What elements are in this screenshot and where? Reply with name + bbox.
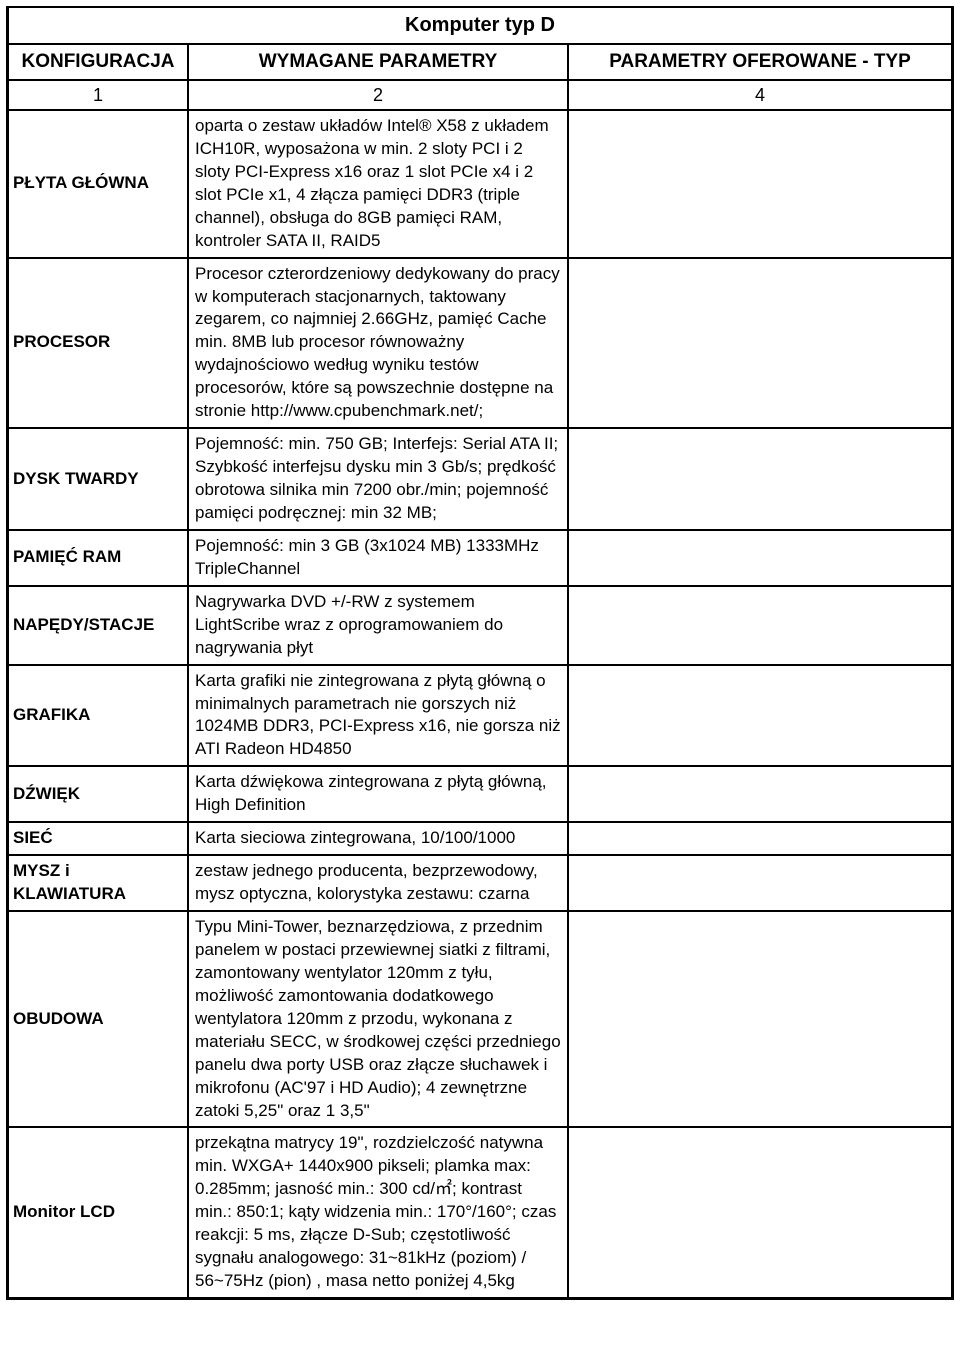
table-row: SIEĆKarta sieciowa zintegrowana, 10/100/…: [8, 822, 952, 855]
row-offered: [568, 586, 952, 665]
row-offered: [568, 822, 952, 855]
row-spec: Pojemność: min. 750 GB; Interfejs: Seria…: [188, 428, 568, 530]
row-spec: oparta o zestaw układów Intel® X58 z ukł…: [188, 110, 568, 258]
table-header-row: KONFIGURACJA WYMAGANE PARAMETRY PARAMETR…: [8, 44, 952, 80]
row-label: DŹWIĘK: [8, 766, 188, 822]
row-spec: Karta sieciowa zintegrowana, 10/100/1000: [188, 822, 568, 855]
table-row: Monitor LCDprzekątna matrycy 19", rozdzi…: [8, 1127, 952, 1298]
row-spec: zestaw jednego producenta, bezprzewodowy…: [188, 855, 568, 911]
table-row: PAMIĘĆ RAMPojemność: min 3 GB (3x1024 MB…: [8, 530, 952, 586]
row-offered: [568, 428, 952, 530]
row-label: PŁYTA GŁÓWNA: [8, 110, 188, 258]
row-label: DYSK TWARDY: [8, 428, 188, 530]
row-offered: [568, 911, 952, 1127]
row-label: GRAFIKA: [8, 665, 188, 767]
row-offered: [568, 766, 952, 822]
col-num-3: 4: [568, 80, 952, 110]
table-title: Komputer typ D: [8, 8, 952, 44]
table-title-row: Komputer typ D: [8, 8, 952, 44]
row-label: SIEĆ: [8, 822, 188, 855]
row-label: Monitor LCD: [8, 1127, 188, 1298]
row-offered: [568, 1127, 952, 1298]
row-spec: Typu Mini-Tower, beznarzędziowa, z przed…: [188, 911, 568, 1127]
row-label: MYSZ i KLAWIATURA: [8, 855, 188, 911]
row-spec: Nagrywarka DVD +/-RW z systemem LightScr…: [188, 586, 568, 665]
row-offered: [568, 665, 952, 767]
table-row: MYSZ i KLAWIATURAzestaw jednego producen…: [8, 855, 952, 911]
row-spec: Procesor czterordzeniowy dedykowany do p…: [188, 258, 568, 429]
row-offered: [568, 855, 952, 911]
row-label: NAPĘDY/STACJE: [8, 586, 188, 665]
table-row: DYSK TWARDYPojemność: min. 750 GB; Inter…: [8, 428, 952, 530]
table-row: PŁYTA GŁÓWNAoparta o zestaw układów Inte…: [8, 110, 952, 258]
row-offered: [568, 258, 952, 429]
col-num-2: 2: [188, 80, 568, 110]
row-spec: przekątna matrycy 19", rozdzielczość nat…: [188, 1127, 568, 1298]
header-oferowane: PARAMETRY OFEROWANE - TYP: [568, 44, 952, 80]
table-row: NAPĘDY/STACJENagrywarka DVD +/-RW z syst…: [8, 586, 952, 665]
row-offered: [568, 530, 952, 586]
row-label: PAMIĘĆ RAM: [8, 530, 188, 586]
row-spec: Karta dźwiękowa zintegrowana z płytą głó…: [188, 766, 568, 822]
row-spec: Karta grafiki nie zintegrowana z płytą g…: [188, 665, 568, 767]
table-row: PROCESORProcesor czterordzeniowy dedykow…: [8, 258, 952, 429]
header-konfiguracja: KONFIGURACJA: [8, 44, 188, 80]
row-offered: [568, 110, 952, 258]
col-num-1: 1: [8, 80, 188, 110]
table-body: PŁYTA GŁÓWNAoparta o zestaw układów Inte…: [8, 110, 952, 1298]
row-label: OBUDOWA: [8, 911, 188, 1127]
column-number-row: 1 2 4: [8, 80, 952, 110]
table-row: DŹWIĘKKarta dźwiękowa zintegrowana z pły…: [8, 766, 952, 822]
table-row: GRAFIKAKarta grafiki nie zintegrowana z …: [8, 665, 952, 767]
spec-table: Komputer typ D KONFIGURACJA WYMAGANE PAR…: [6, 6, 954, 1300]
header-wymagane: WYMAGANE PARAMETRY: [188, 44, 568, 80]
table-row: OBUDOWATypu Mini-Tower, beznarzędziowa, …: [8, 911, 952, 1127]
row-spec: Pojemność: min 3 GB (3x1024 MB) 1333MHz …: [188, 530, 568, 586]
row-label: PROCESOR: [8, 258, 188, 429]
